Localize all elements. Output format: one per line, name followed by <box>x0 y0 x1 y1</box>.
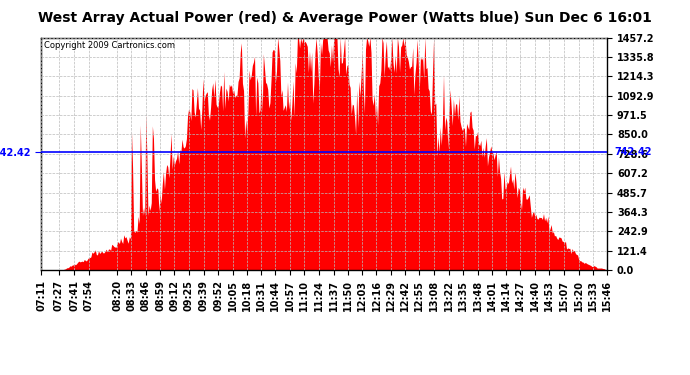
Text: 742.42: 742.42 <box>614 147 651 156</box>
Text: Copyright 2009 Cartronics.com: Copyright 2009 Cartronics.com <box>44 41 175 50</box>
Text: West Array Actual Power (red) & Average Power (Watts blue) Sun Dec 6 16:01: West Array Actual Power (red) & Average … <box>38 11 652 25</box>
